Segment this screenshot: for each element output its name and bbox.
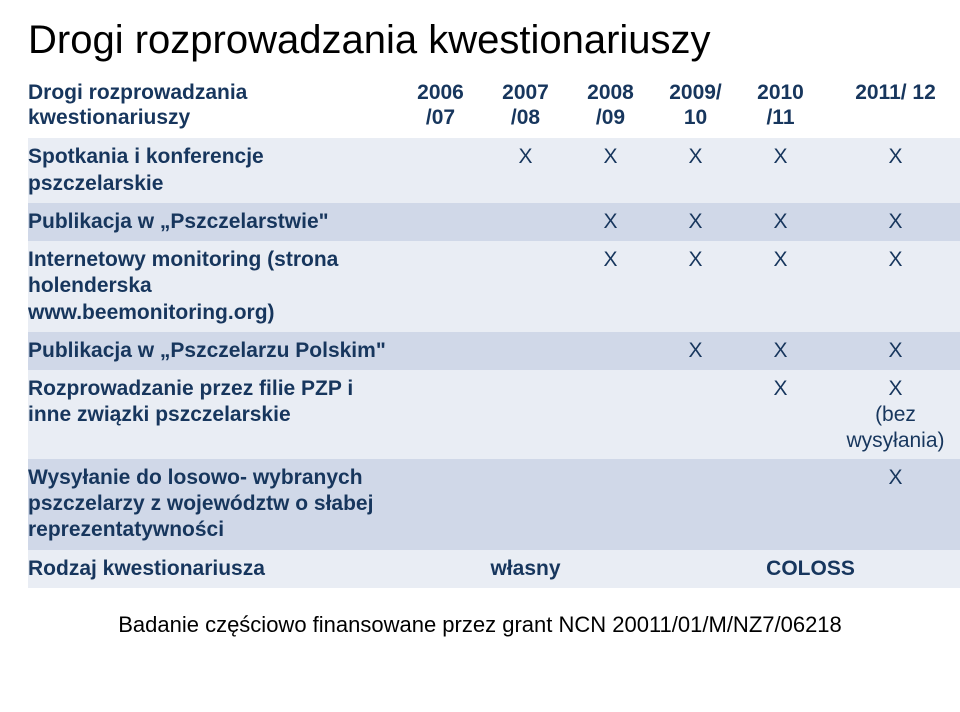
row-label: Publikacja w „Pszczelarzu Polskim": [28, 332, 398, 370]
cell-mark: X: [738, 203, 823, 241]
cell-mark: X: [738, 138, 823, 203]
table-row: Internetowy monitoring (strona holenders…: [28, 241, 960, 332]
col-2006-07: 2006 /07: [398, 74, 483, 138]
row-label: Spotkania i konferencje pszczelarskie: [28, 138, 398, 203]
row-label: Wysyłanie do losowo- wybranych pszczelar…: [28, 459, 398, 550]
col-2007-08: 2007 /08: [483, 74, 568, 138]
cell-mark: X: [568, 138, 653, 203]
cell-mark: X: [738, 241, 823, 332]
footer-val-coloss: COLOSS: [653, 550, 960, 588]
cell-mark: [738, 459, 823, 550]
footer-val-wlasny: własny: [398, 550, 653, 588]
cell-mark: X: [653, 332, 738, 370]
cell-mark: [483, 203, 568, 241]
distribution-table: Drogi rozprowadzania kwestionariuszy 200…: [28, 74, 960, 588]
cell-mark: [398, 370, 483, 459]
col-2008-09: 2008 /09: [568, 74, 653, 138]
cell-mark: X: [483, 138, 568, 203]
table-row: Rozprowadzanie przez filie PZP i inne zw…: [28, 370, 960, 459]
footer-label: Rodzaj kwestionariusza: [28, 550, 398, 588]
cell-mark: [568, 370, 653, 459]
cell-mark: X: [738, 332, 823, 370]
cell-mark: [483, 370, 568, 459]
cell-mark: X: [823, 459, 960, 550]
cell-mark: X: [568, 203, 653, 241]
grant-note: Badanie częściowo finansowane przez gran…: [28, 612, 932, 638]
cell-mark: [398, 332, 483, 370]
footer-row: Rodzaj kwestionariusza własny COLOSS: [28, 550, 960, 588]
cell-mark: X: [823, 332, 960, 370]
table-body: Spotkania i konferencje pszczelarskieXXX…: [28, 138, 960, 549]
cell-mark: X(bez wysyłania): [823, 370, 960, 459]
table-row: Wysyłanie do losowo- wybranych pszczelar…: [28, 459, 960, 550]
cell-mark: [483, 241, 568, 332]
table-header-row: Drogi rozprowadzania kwestionariuszy 200…: [28, 74, 960, 138]
cell-mark: [568, 332, 653, 370]
row-label: Rozprowadzanie przez filie PZP i inne zw…: [28, 370, 398, 459]
cell-mark: [398, 241, 483, 332]
cell-mark: X: [568, 241, 653, 332]
cell-mark: [398, 459, 483, 550]
table-row: Publikacja w „Pszczelarzu Polskim"XXX: [28, 332, 960, 370]
cell-mark: X: [653, 138, 738, 203]
cell-mark: X: [823, 203, 960, 241]
col-lead: Drogi rozprowadzania kwestionariuszy: [28, 74, 398, 138]
row-label: Publikacja w „Pszczelarstwie": [28, 203, 398, 241]
table-row: Spotkania i konferencje pszczelarskieXXX…: [28, 138, 960, 203]
cell-mark: X: [823, 241, 960, 332]
cell-mark: X: [823, 138, 960, 203]
col-2011-12: 2011/ 12: [823, 74, 960, 138]
table-row: Publikacja w „Pszczelarstwie"XXXX: [28, 203, 960, 241]
col-2010-11: 2010 /11: [738, 74, 823, 138]
cell-mark: X: [653, 203, 738, 241]
cell-mark: [398, 203, 483, 241]
cell-mark: [398, 138, 483, 203]
col-2009-10: 2009/ 10: [653, 74, 738, 138]
cell-extra: (bez wysyłania): [827, 402, 960, 452]
row-label: Internetowy monitoring (strona holenders…: [28, 241, 398, 332]
cell-mark: [653, 370, 738, 459]
cell-mark: [483, 332, 568, 370]
cell-mark: [568, 459, 653, 550]
cell-mark: X: [653, 241, 738, 332]
cell-mark: [483, 459, 568, 550]
cell-mark: [653, 459, 738, 550]
page-title: Drogi rozprowadzania kwestionariuszy: [28, 18, 932, 62]
cell-mark: X: [738, 370, 823, 459]
